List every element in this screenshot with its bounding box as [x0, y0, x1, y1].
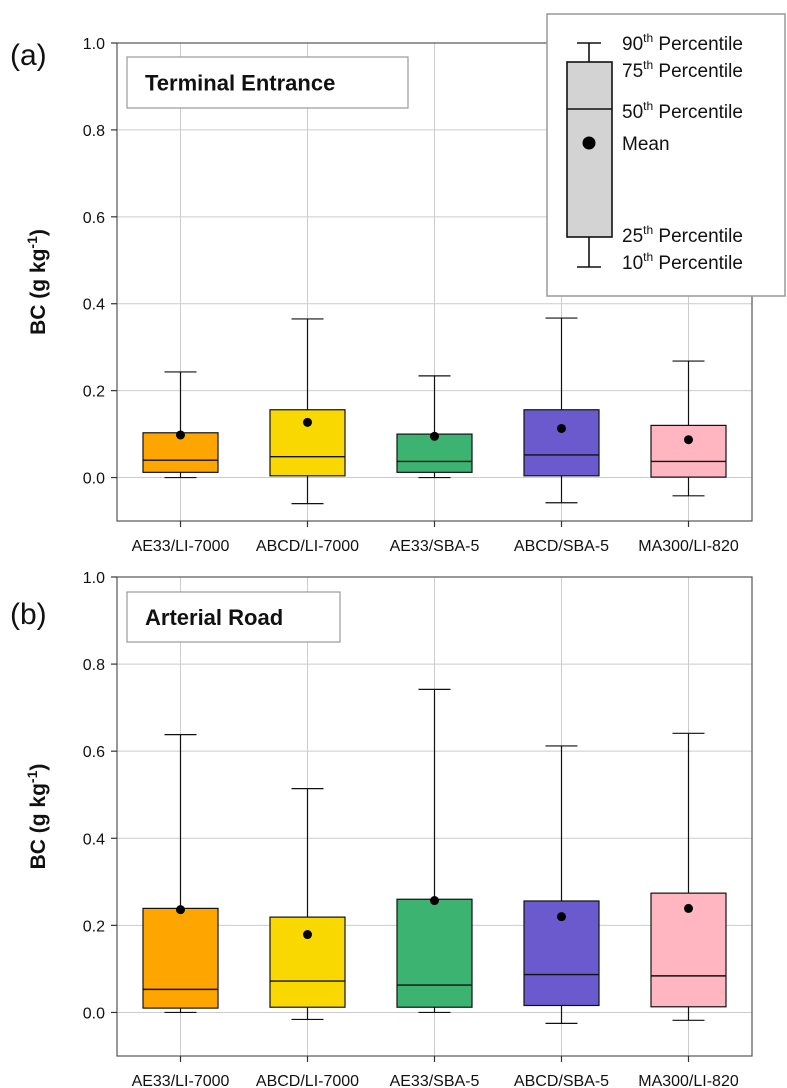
panel-label: (b): [10, 598, 47, 631]
y-tick-label: 1.0: [83, 570, 105, 587]
y-tick-label: 0.4: [83, 831, 105, 848]
legend-mean-point: [582, 136, 596, 150]
legend-label-sup: th: [643, 58, 653, 72]
mean-point: [684, 903, 693, 913]
x-tick-label: AE33/SBA-5: [390, 538, 480, 555]
box-0: [142, 734, 219, 1014]
legend-label-num: 50: [622, 102, 643, 123]
legend-label-mean: Mean: [622, 134, 670, 155]
box-4: [650, 360, 727, 497]
panel-b: 0.0 0.2 0.4 0.6 0.8 1.0 AE33/LI-7000 ABCD/LI-70…: [10, 570, 753, 1088]
legend-label-num: 75: [622, 61, 643, 82]
x-tick-label: AE33/SBA-5: [390, 1073, 480, 1088]
chart-title: Arterial Road: [145, 605, 283, 630]
y-tick-label: 0.8: [83, 657, 105, 674]
y-axis-label-tail: ): [27, 229, 50, 236]
mean-point: [303, 930, 312, 940]
y-tick-label: 0.2: [83, 918, 105, 935]
x-tick-label: AE33/LI-7000: [132, 1073, 230, 1088]
x-tick-label: ABCD/SBA-5: [514, 538, 609, 555]
mean-point: [176, 905, 185, 915]
legend-label-sup: th: [643, 250, 653, 264]
mean-point: [684, 435, 693, 445]
mean-point: [176, 430, 185, 440]
box-4: [650, 732, 727, 1021]
legend-label-p10: 10th Percentile: [622, 250, 743, 274]
legend-label-p75: 75th Percentile: [622, 58, 743, 82]
iqr-box: [396, 898, 473, 1008]
iqr-box: [650, 424, 727, 478]
box-0: [142, 371, 219, 479]
y-tick-label: 0.0: [83, 1005, 105, 1022]
box-3: [523, 745, 600, 1024]
iqr-box: [523, 409, 600, 477]
iqr-box: [269, 409, 346, 477]
panel-label: (a): [10, 39, 47, 72]
legend-label-p25: 25th Percentile: [622, 223, 743, 247]
mean-point: [430, 431, 439, 441]
legend-label-text: Percentile: [653, 226, 743, 247]
title-box: [126, 56, 409, 109]
box-1: [269, 788, 346, 1021]
x-tick-label: AE33/LI-7000: [132, 538, 230, 555]
y-axis-label-sup: -1: [24, 236, 40, 249]
x-tick-label: ABCD/LI-7000: [256, 538, 359, 555]
box-2: [396, 375, 473, 479]
title-box: [126, 591, 341, 643]
y-tick-label: 0.4: [83, 297, 105, 314]
y-tick-label: 0.8: [83, 123, 105, 140]
y-axis-label: BC (g kg-1): [24, 764, 50, 870]
box-3: [523, 317, 600, 504]
legend-label-text: Percentile: [653, 61, 743, 82]
y-tick-label: 0.6: [83, 210, 105, 227]
legend-box: [566, 61, 613, 238]
legend-label-text: Percentile: [653, 253, 743, 274]
mean-point: [303, 417, 312, 427]
chart-title: Terminal Entrance: [145, 71, 335, 96]
legend-label-num: 90: [622, 34, 643, 55]
mean-point: [430, 896, 439, 906]
y-axis-label-main: BC (g kg: [27, 249, 50, 335]
x-tick-label: ABCD/SBA-5: [514, 1073, 609, 1088]
y-axis-label-tail: ): [27, 764, 50, 771]
y-axis-label-main: BC (g kg: [27, 783, 50, 869]
legend-label-text: Percentile: [653, 102, 743, 123]
y-tick-label: 1.0: [83, 36, 105, 53]
legend-label-sup: th: [643, 31, 653, 45]
legend-label-text: Percentile: [653, 34, 743, 55]
mean-point: [557, 423, 566, 433]
mean-point: [557, 912, 566, 922]
legend-label-sup: th: [643, 223, 653, 237]
x-tick-label: MA300/LI-820: [638, 1073, 739, 1088]
x-tick-label: MA300/LI-820: [638, 538, 739, 555]
x-tick-label: ABCD/LI-7000: [256, 1073, 359, 1088]
legend-label-num: 10: [622, 253, 643, 274]
y-tick-label: 0.0: [83, 471, 105, 488]
y-axis-label: BC (g kg-1): [24, 229, 50, 335]
panel-a: 0.0 0.2 0.4 0.6 0.8 1.0 AE33/LI-7000 ABCD/LI-70…: [10, 36, 753, 555]
legend-label-text: Mean: [622, 134, 670, 155]
box-1: [269, 318, 346, 505]
y-tick-label: 0.2: [83, 384, 105, 401]
legend-label-median: 50th Percentile: [622, 99, 743, 123]
legend-label-sup: th: [643, 99, 653, 113]
iqr-box: [142, 907, 219, 1009]
legend-label-p90: 90th Percentile: [622, 31, 743, 55]
y-tick-label: 0.6: [83, 744, 105, 761]
box-2: [396, 688, 473, 1014]
legend-label-num: 25: [622, 226, 643, 247]
y-axis-label-sup: -1: [24, 770, 40, 783]
